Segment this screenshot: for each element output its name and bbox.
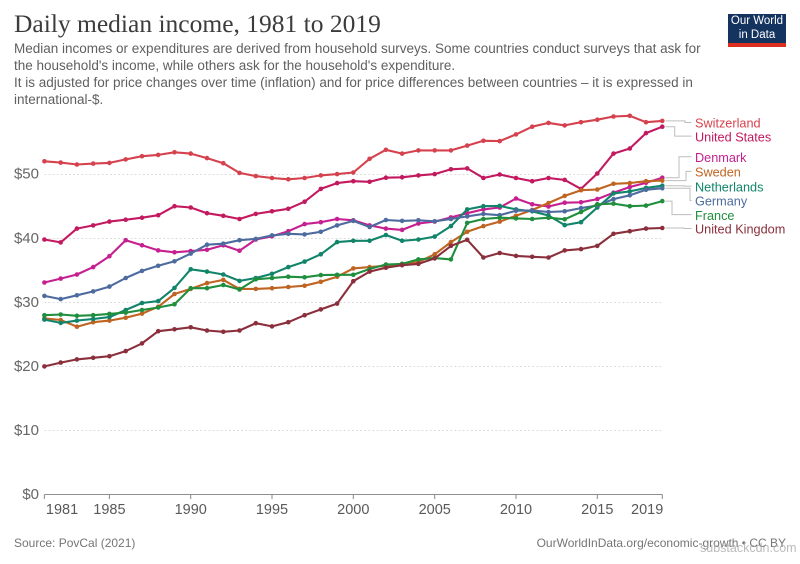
svg-text:France: France (695, 209, 735, 223)
svg-text:1995: 1995 (256, 502, 288, 518)
svg-text:1990: 1990 (175, 502, 207, 518)
svg-text:$50: $50 (14, 166, 39, 183)
svg-text:1981: 1981 (46, 502, 78, 518)
svg-text:United States: United States (695, 130, 771, 144)
svg-text:2019: 2019 (631, 502, 663, 518)
svg-text:2005: 2005 (419, 502, 451, 518)
svg-text:2015: 2015 (581, 502, 613, 518)
svg-text:United Kingdom: United Kingdom (695, 223, 785, 237)
svg-text:$40: $40 (14, 230, 39, 247)
svg-text:$30: $30 (14, 294, 39, 311)
svg-text:2000: 2000 (337, 502, 369, 518)
svg-text:Denmark: Denmark (695, 151, 747, 165)
svg-text:Sweden: Sweden (695, 166, 741, 180)
svg-text:$0: $0 (22, 486, 39, 503)
svg-text:$10: $10 (14, 422, 39, 439)
svg-text:Germany: Germany (695, 195, 748, 209)
svg-text:1985: 1985 (93, 502, 125, 518)
svg-text:Switzerland: Switzerland (695, 117, 761, 131)
svg-text:2010: 2010 (500, 502, 532, 518)
svg-text:Netherlands: Netherlands (695, 180, 763, 194)
svg-text:$20: $20 (14, 358, 39, 375)
